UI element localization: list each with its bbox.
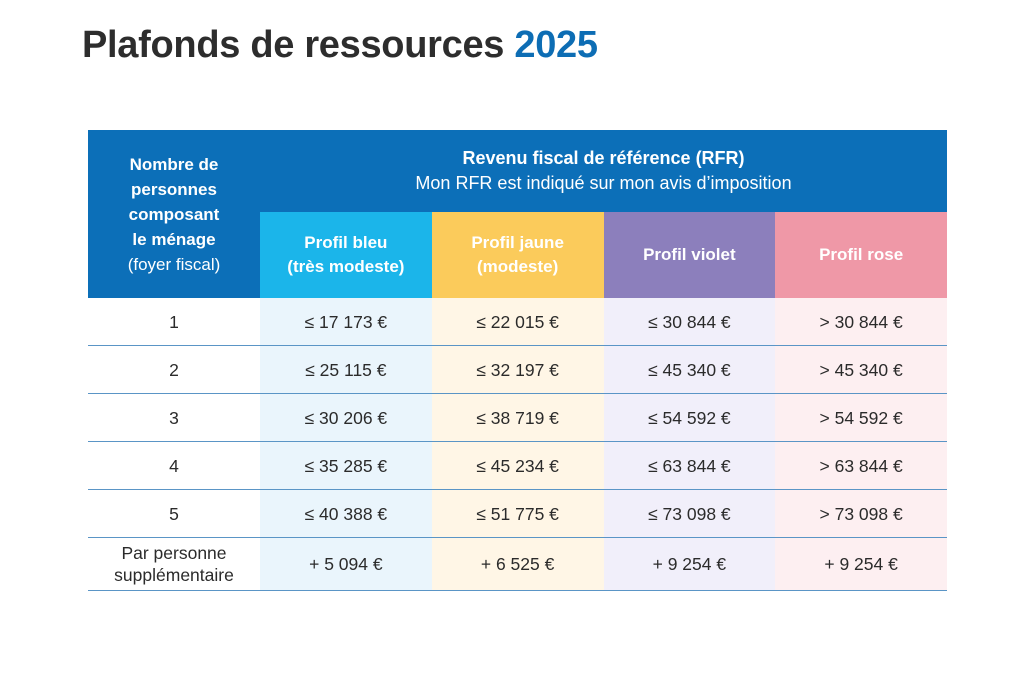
blue-value-cell: ≤ 17 173 €: [260, 298, 432, 345]
profile-blue-sublabel: (très modeste): [287, 257, 405, 276]
yellow-value-cell: ≤ 45 234 €: [431, 442, 604, 489]
table-row: Par personne supplémentaire + 5 094 € + 6…: [88, 538, 947, 591]
table-header: Nombre de personnes composant le ménage …: [88, 130, 947, 298]
household-size-header: Nombre de personnes composant le ménage …: [88, 130, 260, 298]
violet-value-cell: + 9 254 €: [603, 538, 776, 590]
blue-value-cell: + 5 094 €: [260, 538, 432, 590]
profile-rose-label: Profil rose: [819, 245, 904, 264]
profile-yellow-header: Profil jaune (modeste): [431, 212, 604, 298]
profile-violet-label: Profil violet: [643, 245, 736, 264]
blue-value-cell: ≤ 40 388 €: [260, 490, 432, 537]
violet-value-cell: ≤ 54 592 €: [603, 394, 776, 441]
table-row: 5 ≤ 40 388 € ≤ 51 775 € ≤ 73 098 € > 73 …: [88, 490, 947, 538]
title-year: 2025: [514, 24, 598, 66]
rfr-subtitle: Mon RFR est indiqué sur mon avis d’impos…: [415, 173, 792, 193]
header-left-line4: le ménage: [132, 229, 216, 249]
yellow-value-cell: ≤ 38 719 €: [431, 394, 604, 441]
page-title: Plafonds de ressources 2025: [82, 24, 598, 67]
rose-value-cell: > 30 844 €: [775, 298, 947, 345]
resource-ceilings-table: Nombre de personnes composant le ménage …: [88, 130, 947, 591]
household-count-cell: 5: [88, 490, 260, 537]
violet-value-cell: ≤ 45 340 €: [603, 346, 776, 393]
violet-value-cell: ≤ 73 098 €: [603, 490, 776, 537]
table-row: 2 ≤ 25 115 € ≤ 32 197 € ≤ 45 340 € > 45 …: [88, 346, 947, 394]
household-count-cell: 2: [88, 346, 260, 393]
header-left-line2: personnes: [131, 179, 217, 199]
blue-value-cell: ≤ 30 206 €: [260, 394, 432, 441]
profile-headers: Profil bleu (très modeste) Profil jaune (m…: [260, 212, 947, 298]
header-left-line3: composant: [128, 204, 220, 224]
table-row: 1 ≤ 17 173 € ≤ 22 015 € ≤ 30 844 € > 30 …: [88, 298, 947, 346]
rose-value-cell: > 45 340 €: [775, 346, 947, 393]
title-text: Plafonds de ressources: [82, 24, 505, 66]
household-count-cell: 1: [88, 298, 260, 345]
additional-person-cell: Par personne supplémentaire: [88, 538, 260, 590]
yellow-value-cell: ≤ 32 197 €: [431, 346, 604, 393]
violet-value-cell: ≤ 30 844 €: [603, 298, 776, 345]
profile-yellow-label: Profil jaune: [471, 233, 564, 252]
yellow-value-cell: ≤ 51 775 €: [431, 490, 604, 537]
yellow-value-cell: + 6 525 €: [431, 538, 604, 590]
rfr-title: Revenu fiscal de référence (RFR): [462, 148, 745, 168]
table-row: 3 ≤ 30 206 € ≤ 38 719 € ≤ 54 592 € > 54 …: [88, 394, 947, 442]
rose-value-cell: > 73 098 €: [775, 490, 947, 537]
household-count-cell: 4: [88, 442, 260, 489]
profile-rose-header: Profil rose: [775, 212, 947, 298]
violet-value-cell: ≤ 63 844 €: [603, 442, 776, 489]
rose-value-cell: + 9 254 €: [775, 538, 947, 590]
profile-yellow-sublabel: (modeste): [477, 257, 559, 276]
household-count-cell: 3: [88, 394, 260, 441]
header-left-line5: (foyer fiscal): [127, 254, 221, 274]
additional-person-label: Par personne: [121, 543, 227, 563]
profile-blue-label: Profil bleu: [304, 233, 388, 252]
additional-person-label2: supplémentaire: [114, 565, 234, 585]
blue-value-cell: ≤ 25 115 €: [260, 346, 432, 393]
profile-violet-header: Profil violet: [603, 212, 776, 298]
table-row: 4 ≤ 35 285 € ≤ 45 234 € ≤ 63 844 € > 63 …: [88, 442, 947, 490]
blue-value-cell: ≤ 35 285 €: [260, 442, 432, 489]
header-left-line1: Nombre de: [129, 154, 219, 174]
rfr-header: Revenu fiscal de référence (RFR) Mon RFR…: [260, 130, 947, 212]
rose-value-cell: > 63 844 €: [775, 442, 947, 489]
rose-value-cell: > 54 592 €: [775, 394, 947, 441]
yellow-value-cell: ≤ 22 015 €: [431, 298, 604, 345]
profile-blue-header: Profil bleu (très modeste): [260, 212, 432, 298]
